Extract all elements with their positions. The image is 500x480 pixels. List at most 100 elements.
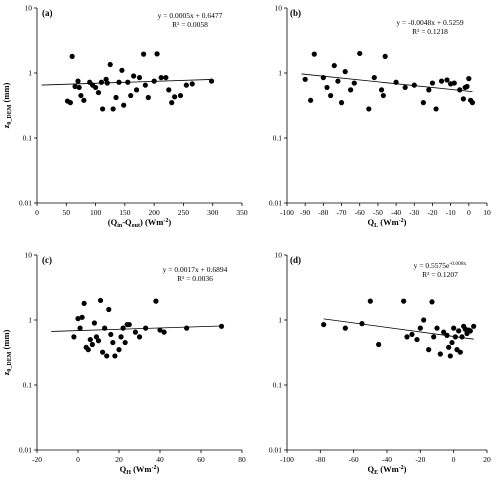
data-point — [142, 82, 148, 88]
data-point — [136, 334, 143, 340]
panel-label: (a) — [42, 8, 53, 18]
x-tick-label: -40 — [391, 208, 401, 217]
x-tick-label: -60 — [355, 208, 365, 217]
data-point — [414, 336, 420, 343]
data-point — [328, 92, 334, 99]
y-tick-label: 1 — [278, 69, 282, 78]
data-point — [100, 349, 106, 355]
data-point — [92, 84, 99, 91]
x-tick-label: 40 — [156, 455, 164, 464]
data-point — [172, 94, 178, 100]
data-point — [118, 334, 124, 340]
panel-label: (b) — [290, 8, 301, 18]
data-point — [126, 321, 132, 328]
panel-label: (d) — [290, 255, 301, 265]
x-tick-label: -50 — [373, 208, 383, 217]
data-point — [331, 62, 337, 69]
x-tick-label: -20 — [427, 208, 437, 217]
x-tick-label: 50 — [63, 208, 71, 217]
data-point — [122, 339, 128, 346]
data-point — [131, 73, 137, 79]
data-point — [107, 61, 113, 68]
data-point — [449, 339, 455, 346]
y-tick-label: 0.01 — [269, 446, 282, 455]
data-point — [469, 100, 476, 106]
data-point — [411, 82, 417, 88]
y-tick-label: 1 — [28, 69, 32, 78]
data-point — [89, 341, 95, 348]
y-tick-label: 0.01 — [19, 446, 32, 455]
data-point — [116, 347, 122, 353]
data-point — [161, 329, 167, 335]
data-point — [426, 347, 432, 353]
y-tick-label: 0.01 — [269, 199, 282, 208]
data-point — [158, 74, 164, 81]
y-tick-label: 1 — [28, 316, 32, 325]
x-tick-label: 350 — [236, 208, 248, 217]
data-point — [320, 74, 326, 81]
data-point — [335, 78, 341, 84]
x-tick-label: -60 — [349, 455, 359, 464]
data-point — [128, 92, 134, 99]
data-point — [151, 78, 157, 84]
data-point — [433, 106, 439, 112]
data-point — [417, 325, 423, 331]
data-point — [380, 92, 386, 99]
x-tick-label: -80 — [318, 208, 328, 217]
data-point — [444, 77, 450, 83]
x-tick-label: 100 — [90, 208, 102, 217]
data-point — [357, 50, 363, 57]
data-point — [108, 331, 114, 338]
x-tick-label: -100 — [280, 455, 294, 464]
data-point — [342, 325, 348, 331]
x-tick-label: 0 — [76, 455, 80, 464]
data-point — [87, 336, 93, 343]
data-point — [120, 325, 126, 331]
data-point — [401, 298, 407, 304]
data-point — [77, 325, 83, 331]
trend-equation: y = -0.0048x + 0.5259 — [396, 18, 463, 27]
data-point — [75, 316, 81, 322]
trend-equation: y = 0.0005x + 0.6477 — [158, 11, 223, 20]
data-point — [371, 74, 377, 81]
x-axis-label: QE (Wm-2) — [367, 464, 406, 476]
data-point — [208, 78, 215, 84]
x-tick-label: -40 — [382, 455, 392, 464]
data-point — [97, 297, 104, 304]
data-point — [132, 329, 138, 335]
data-point — [145, 94, 151, 101]
data-point — [421, 317, 427, 323]
data-point — [119, 67, 125, 73]
data-point — [434, 325, 440, 331]
data-point — [71, 334, 77, 340]
panel-c: 0.01 0.1 1 10 -20 0 20 40 60 80 (c) y = 0.0017x + 0… — [1, 251, 246, 477]
y-tick-label: 1 — [278, 316, 282, 325]
x-axis-label: (Qin-Qout) (Wm-2) — [108, 217, 172, 229]
data-point — [184, 325, 190, 331]
x-tick-label: 80 — [238, 455, 246, 464]
data-point — [154, 51, 160, 57]
r-squared: R² = 0.1218 — [412, 27, 448, 36]
data-point — [467, 328, 473, 334]
x-tick-label: 0 — [35, 208, 39, 217]
y-tick-label: 0.1 — [273, 134, 283, 143]
data-point — [457, 349, 463, 355]
x-tick-label: -80 — [315, 455, 325, 464]
data-point — [429, 80, 436, 86]
data-point — [376, 341, 382, 348]
data-point — [67, 100, 73, 106]
data-point — [311, 51, 317, 57]
x-tick-label: 250 — [178, 208, 190, 217]
data-point — [444, 332, 450, 338]
x-tick-label: -100 — [280, 208, 294, 217]
data-point — [308, 97, 314, 103]
data-point — [420, 100, 426, 106]
y-tick-label: 0.1 — [273, 381, 283, 390]
data-point — [302, 76, 308, 82]
data-point — [100, 106, 106, 112]
y-tick-label: 10 — [275, 251, 283, 260]
data-point — [348, 87, 354, 93]
data-point — [183, 82, 189, 88]
data-point — [431, 334, 437, 340]
